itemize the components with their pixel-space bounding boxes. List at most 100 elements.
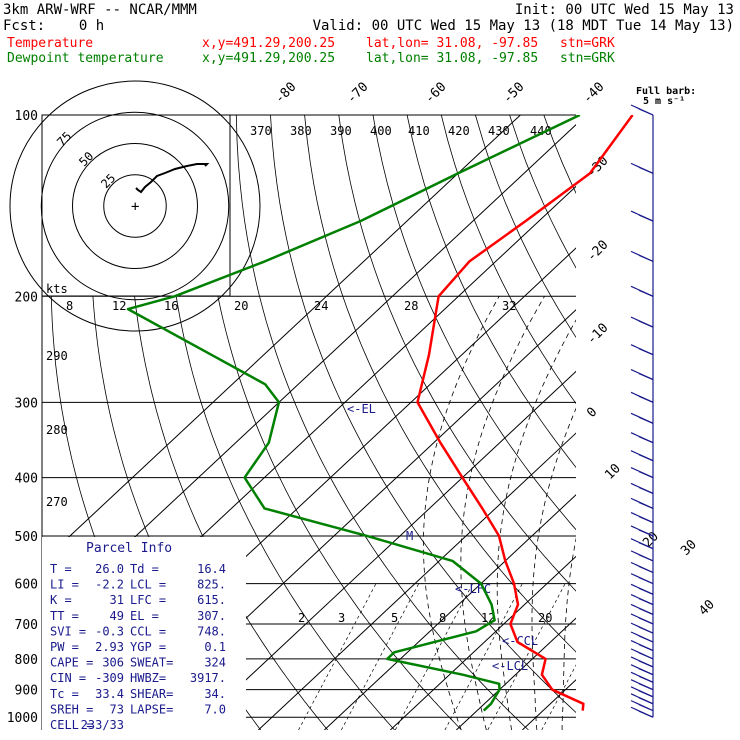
pressure-label: 300	[15, 396, 38, 411]
theta-e-label: 420	[448, 124, 470, 138]
isotherm-label: -80	[272, 80, 299, 107]
dewpoint-scale-label: 8	[66, 299, 73, 313]
dry-adiabat	[201, 115, 462, 730]
isotherm-label: 40	[696, 597, 718, 619]
parcel-label: YGP =	[130, 640, 166, 654]
parcel-label: LFC =	[130, 593, 166, 607]
moist-adiabat	[423, 296, 500, 730]
pressure-label: 200	[15, 290, 38, 305]
isotherm-label: 10	[602, 461, 624, 483]
isotherm-label: -50	[500, 80, 527, 107]
parcel-value: 3917.	[190, 671, 226, 685]
pressure-label: 1000	[7, 711, 38, 726]
dry-adiabat	[338, 115, 576, 592]
parcel-value: -2.2	[95, 578, 124, 592]
wind-barb	[638, 675, 654, 683]
wind-barb	[638, 373, 654, 381]
dewpoint-scale-label: 24	[314, 299, 328, 313]
dry-adiabat	[612, 115, 740, 730]
hodograph-units-label: kts	[46, 282, 68, 296]
hodograph-ring	[9, 80, 261, 332]
wind-barb	[638, 607, 654, 615]
parcel-label: CELL =	[50, 718, 93, 732]
parcel-value: 615.	[197, 593, 226, 607]
isotherm-label: -30	[584, 154, 611, 181]
dry-adiabat	[270, 115, 576, 714]
wind-barb	[638, 704, 654, 712]
pressure-label: 400	[15, 472, 38, 487]
dewpoint-scale-label: 28	[404, 299, 418, 313]
dry-adiabat	[372, 115, 576, 531]
parcel-value: 0.1	[204, 640, 226, 654]
parcel-label: CCL =	[130, 624, 166, 638]
wind-barb	[638, 626, 654, 634]
dry-adiabat	[680, 115, 740, 730]
theta-e-label: 430	[488, 124, 510, 138]
dry-adiabat	[235, 115, 529, 730]
dewpoint-scale-label: 32	[502, 299, 516, 313]
wind-barb	[638, 486, 654, 494]
legend-dewpoint-xy: x,y=491.29,200.25	[202, 51, 336, 66]
wind-barb	[638, 577, 654, 585]
hodograph-trace	[135, 163, 210, 194]
hodograph-panel	[41, 114, 231, 297]
isotherm-label: -70	[344, 80, 371, 107]
wind-barb	[638, 617, 654, 625]
wind-barb	[638, 644, 654, 652]
annotation-lcl: <-LCL	[492, 659, 528, 673]
parcel-label: K =	[50, 593, 72, 607]
wind-barb	[638, 471, 654, 479]
parcel-label: LCL =	[130, 578, 166, 592]
parcel-value: -309	[95, 671, 124, 685]
mixing-ratio-label: 20	[538, 611, 552, 625]
forecast-hour: Fcst: 0 h	[3, 18, 105, 34]
pressure-label: 100	[15, 109, 38, 124]
moist-adiabat	[531, 407, 576, 730]
parcel-value: 16.4	[197, 562, 226, 576]
isotherm-label: 30	[678, 537, 700, 559]
parcel-label: PW =	[50, 640, 79, 654]
parcel-value: 307.	[197, 609, 226, 623]
isotherm-line	[654, 115, 740, 730]
wind-barb	[638, 515, 654, 524]
annotation-m: M	[406, 529, 413, 543]
legend-temperature-xy: x,y=491.29,200.25	[202, 36, 336, 51]
isotherm-line	[42, 124, 576, 625]
parcel-value: 748.	[197, 624, 226, 638]
hodograph-ring	[72, 143, 198, 269]
wind-barb	[638, 529, 654, 537]
wind-barb	[638, 416, 654, 424]
isotherm-label: -40	[580, 80, 607, 107]
parcel-label: SREH =	[50, 702, 93, 716]
model-name: 3km ARW-WRF -- NCAR/MMM	[3, 2, 197, 18]
parcel-label: CIN =	[50, 671, 86, 685]
wind-barb	[638, 395, 654, 403]
wind-barb	[638, 454, 654, 462]
dry-adiabat	[715, 115, 740, 730]
parcel-info-panel	[42, 537, 246, 730]
wind-barb	[638, 501, 654, 509]
theta-e-label: 370	[250, 124, 272, 138]
moist-adiabat	[561, 537, 576, 730]
isotherm-label: -60	[422, 80, 449, 107]
parcel-value: 2.93	[95, 640, 124, 654]
parcel-value: 306	[102, 656, 124, 670]
dewpoint-scale-label: 20	[234, 299, 248, 313]
pressure-label: 500	[15, 530, 38, 545]
isotherm-line	[324, 494, 576, 730]
dry-adiabat	[578, 115, 740, 730]
legend-dewpoint-latlon: lat,lon= 31.08, -97.85	[366, 51, 539, 66]
dewpoint-scale-label: 16	[164, 299, 178, 313]
hodograph-ring	[103, 174, 167, 238]
wind-barb	[638, 565, 654, 574]
parcel-label: SWEAT=	[130, 656, 173, 670]
isotherm-line	[258, 432, 576, 730]
dry-adiabat	[304, 115, 576, 653]
barb-key-line2: 5 m s⁻¹	[643, 96, 685, 107]
parcel-value: 31	[110, 593, 124, 607]
isotherm-line	[192, 370, 576, 730]
legend-dewpoint-stn: stn=GRK	[560, 51, 615, 66]
isotherm-line	[456, 617, 576, 730]
parcel-label: SVI =	[50, 624, 86, 638]
temperature-profile	[416, 115, 634, 711]
